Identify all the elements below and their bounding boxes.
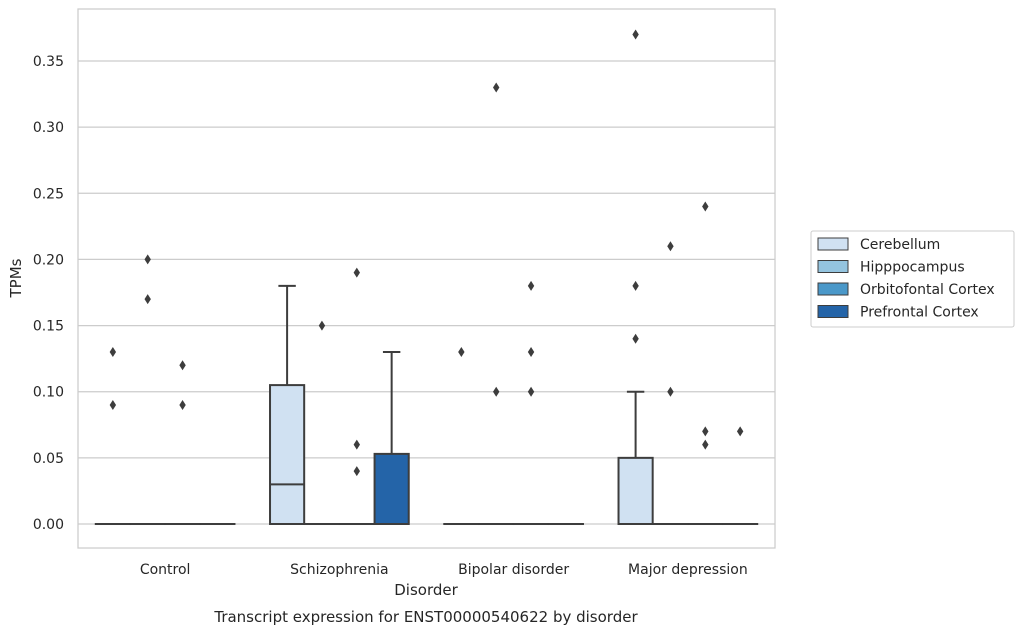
- outlier-marker: [144, 254, 151, 265]
- legend-item: Orbitofontal Cortex: [817, 282, 995, 298]
- outlier-marker: [109, 347, 117, 358]
- box-group: [269, 284, 306, 525]
- y-tick-label: 0.15: [33, 319, 64, 335]
- outlier-marker: [702, 201, 709, 212]
- outlier-marker: [458, 347, 465, 358]
- outlier-marker: [353, 439, 360, 450]
- outlier-marker: [144, 294, 151, 305]
- y-tick-label: 0.00: [33, 517, 64, 533]
- legend: Cerebellum Hipppocampus Orbitofontal Corte…: [810, 230, 1015, 328]
- y-axis-ticks: 0.00 0.05 0.10 0.15 0.20 0.25 0.30 0.35: [33, 54, 64, 533]
- outlier-marker: [527, 347, 535, 358]
- legend-item: Cerebellum: [817, 237, 940, 253]
- outlier-marker: [109, 399, 117, 410]
- outlier-marker: [179, 360, 186, 371]
- outlier-marker: [736, 426, 744, 437]
- y-tick-label: 0.35: [33, 54, 64, 70]
- x-axis-title: Disorder: [394, 581, 458, 599]
- x-axis-ticks: Control Schizophrenia Bipolar disorder Majo…: [140, 562, 748, 578]
- box-group: [722, 426, 759, 526]
- y-tick-label: 0.25: [33, 186, 64, 202]
- x-tick-label: Bipolar disorder: [458, 562, 569, 578]
- box: [373, 452, 410, 526]
- outlier-marker: [353, 466, 360, 477]
- outlier-marker: [632, 333, 639, 344]
- legend-swatch: [817, 282, 849, 296]
- outlier-marker: [493, 82, 500, 93]
- y-axis-title: TPMs: [7, 258, 25, 298]
- y-tick-label: 0.10: [33, 385, 64, 401]
- box: [617, 456, 654, 526]
- outlier-marker: [667, 241, 674, 252]
- legend-item: Hipppocampus: [817, 260, 965, 276]
- legend-label: Orbitofontal Cortex: [860, 282, 995, 298]
- y-tick-label: 0.05: [33, 451, 64, 467]
- box-group: [164, 360, 201, 526]
- box-group: [443, 347, 480, 526]
- outlier-marker: [632, 280, 639, 291]
- legend-item: Prefrontal Cortex: [817, 305, 979, 321]
- box-group: [373, 351, 410, 526]
- box: [269, 384, 306, 525]
- gridlines: [78, 60, 775, 525]
- box-group: [129, 254, 166, 526]
- x-tick-label: Schizophrenia: [290, 562, 388, 578]
- outlier-marker: [702, 426, 709, 437]
- x-tick-label: Major depression: [628, 562, 748, 578]
- box-group: [303, 320, 341, 526]
- outlier-marker: [318, 320, 326, 331]
- box-series: [94, 29, 759, 526]
- legend-swatch: [817, 237, 849, 251]
- outlier-marker: [527, 280, 535, 291]
- x-tick-label: Control: [140, 562, 191, 578]
- outlier-marker: [702, 439, 709, 450]
- outlier-marker: [667, 386, 674, 397]
- y-tick-label: 0.30: [33, 120, 64, 136]
- outlier-marker: [632, 29, 639, 40]
- box-group: [617, 29, 654, 526]
- series-group: [199, 351, 759, 526]
- outlier-marker: [493, 386, 500, 397]
- legend-label: Prefrontal Cortex: [860, 305, 979, 321]
- legend-swatch: [817, 305, 849, 318]
- plot-area: [77, 8, 776, 549]
- legend-label: Hipppocampus: [860, 260, 965, 276]
- outlier-marker: [527, 386, 535, 397]
- legend-label: Cerebellum: [860, 237, 940, 253]
- outlier-marker: [179, 399, 186, 410]
- legend-swatch: [817, 260, 849, 273]
- y-tick-label: 0.20: [33, 252, 64, 268]
- chart-title: Transcript expression for ENST0000054062…: [213, 608, 638, 626]
- series-group: [94, 29, 654, 526]
- legend-frame: [810, 230, 1015, 328]
- outlier-marker: [353, 267, 360, 278]
